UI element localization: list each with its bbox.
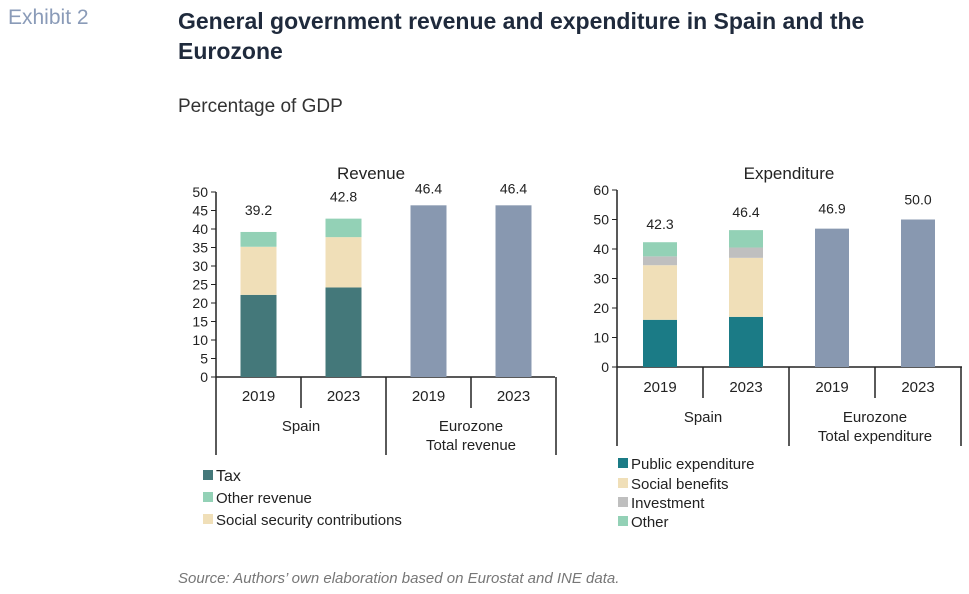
expenditure-y-tick-label: 50 [593, 212, 609, 228]
expenditure-category-label: 2023 [901, 379, 934, 396]
revenue-bar-tax [240, 294, 277, 377]
revenue-category-label: 2019 [242, 388, 275, 405]
expenditure-chart-title: Expenditure [744, 164, 835, 183]
revenue-category-label: 2019 [412, 388, 445, 405]
revenue-y-tick-label: 45 [192, 203, 208, 219]
revenue-total-label: 46.4 [500, 180, 527, 196]
revenue-bar-social-security-contributions [325, 237, 362, 288]
expenditure-bar-investment [643, 256, 677, 266]
expenditure-legend-label: Social benefits [631, 476, 729, 493]
expenditure-bar-investment [729, 247, 763, 258]
expenditure-category-label: 2019 [643, 379, 676, 396]
revenue-bar-total [495, 205, 532, 377]
revenue-y-tick-label: 10 [192, 332, 208, 348]
expenditure-legend-label: Investment [631, 495, 705, 512]
revenue-total-label: 46.4 [415, 180, 442, 196]
revenue-bar-total [410, 205, 447, 377]
revenue-bar-tax [325, 287, 362, 377]
chart-subtitle: Percentage of GDP [178, 96, 343, 117]
expenditure-legend-swatch [618, 458, 628, 468]
revenue-y-tick-label: 0 [200, 369, 208, 385]
expenditure-legend-label: Other [631, 514, 669, 531]
expenditure-bar-social-benefits [729, 257, 763, 317]
exhibit-label: Exhibit 2 [8, 6, 89, 29]
expenditure-total-label: 42.3 [646, 216, 673, 232]
revenue-y-tick-label: 25 [192, 277, 208, 293]
expenditure-y-tick-label: 10 [593, 330, 609, 346]
revenue-legend-label: Social security contributions [216, 512, 402, 529]
revenue-y-tick-label: 30 [192, 258, 208, 274]
expenditure-legend-swatch [618, 478, 628, 488]
revenue-y-tick-label: 35 [192, 240, 208, 256]
revenue-legend-label: Other revenue [216, 490, 312, 507]
revenue-total-label: 39.2 [245, 202, 272, 218]
expenditure-total-label: 50.0 [904, 192, 931, 208]
expenditure-group-label: Spain [684, 409, 722, 426]
revenue-group-label: Eurozone [439, 418, 503, 435]
revenue-y-tick-label: 15 [192, 314, 208, 330]
expenditure-legend-swatch [618, 516, 628, 526]
revenue-y-tick-label: 20 [192, 295, 208, 311]
revenue-y-tick-label: 40 [192, 221, 208, 237]
expenditure-bar-total [815, 228, 849, 367]
expenditure-group-label: Total expenditure [818, 428, 932, 445]
revenue-category-label: 2023 [327, 388, 360, 405]
revenue-chart-title: Revenue [337, 164, 405, 183]
expenditure-bar-total [901, 219, 935, 367]
revenue-group-label: Spain [282, 418, 320, 435]
revenue-category-label: 2023 [497, 388, 530, 405]
expenditure-bar-other [729, 230, 763, 248]
revenue-legend-label: Tax [216, 468, 241, 485]
revenue-legend-swatch [203, 492, 213, 502]
revenue-bar-other-revenue [325, 218, 362, 238]
revenue-group-label: Total revenue [426, 437, 516, 454]
expenditure-group-label: Eurozone [843, 409, 907, 426]
expenditure-category-label: 2019 [815, 379, 848, 396]
expenditure-legend-label: Public expenditure [631, 456, 754, 473]
expenditure-y-tick-label: 40 [593, 241, 609, 257]
expenditure-total-label: 46.4 [732, 204, 759, 220]
revenue-y-tick-label: 50 [192, 184, 208, 200]
revenue-bar-other-revenue [240, 231, 277, 247]
expenditure-bar-social-benefits [643, 265, 677, 320]
revenue-legend-swatch [203, 514, 213, 524]
expenditure-y-tick-label: 60 [593, 182, 609, 198]
expenditure-bar-public-expenditure [643, 319, 677, 367]
expenditure-y-tick-label: 20 [593, 300, 609, 316]
revenue-bar-social-security-contributions [240, 246, 277, 295]
revenue-legend-swatch [203, 470, 213, 480]
expenditure-bar-other [643, 242, 677, 257]
revenue-total-label: 42.8 [330, 189, 357, 205]
source-note: Source: Authors’ own elaboration based o… [178, 570, 620, 587]
expenditure-bar-public-expenditure [729, 316, 763, 367]
expenditure-y-tick-label: 0 [601, 359, 609, 375]
expenditure-category-label: 2023 [729, 379, 762, 396]
expenditure-legend-swatch [618, 497, 628, 507]
expenditure-y-tick-label: 30 [593, 271, 609, 287]
expenditure-total-label: 46.9 [818, 201, 845, 217]
revenue-y-tick-label: 5 [200, 351, 208, 367]
chart-title: General government revenue and expenditu… [178, 8, 865, 64]
